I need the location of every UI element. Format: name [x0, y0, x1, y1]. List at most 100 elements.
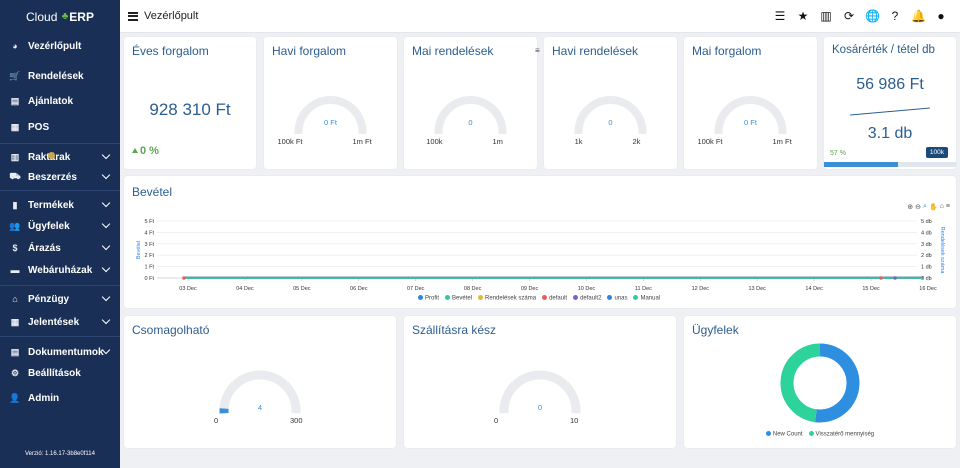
sidebar-item-rendelések[interactable]: 🛒 Rendelések [0, 65, 120, 87]
monthly-gauge-value: 0 Ft [324, 118, 337, 127]
zoom-out-icon[interactable]: ⊖ [915, 204, 922, 211]
y-tick-label: 3 Ft [145, 242, 155, 248]
legend-item[interactable]: Visszatérő mennyiség [808, 431, 875, 438]
users-icon: 👥 [9, 220, 21, 231]
tasks-icon[interactable]: ☰ [774, 9, 786, 23]
y2-tick-label: 3 db [921, 242, 932, 248]
gauge-min-label: 0 [214, 416, 219, 425]
legend-item[interactable]: Profit [418, 295, 439, 302]
sidebar-item-dokumentumok[interactable]: ▤ Dokumentumok [0, 341, 120, 363]
chevron-down-icon[interactable] [101, 263, 111, 273]
x-tick-label: 13 Dec [749, 286, 767, 292]
gauge-track [574, 96, 647, 135]
chevron-down-icon[interactable] [101, 219, 111, 229]
warehouse-icon: ▥ [10, 151, 20, 162]
x-tick-label: 11 Dec [635, 286, 652, 292]
daily-revenue-gauge [714, 96, 787, 135]
zoom-in-icon[interactable]: ⊕ [907, 204, 914, 211]
user-icon[interactable]: ● [937, 9, 945, 23]
monthly-orders-gauge [574, 96, 647, 135]
x-tick-label: 03 Dec [179, 286, 197, 292]
y-tick-label: 0 Ft [145, 276, 155, 282]
annual-revenue-title: Éves forgalom [132, 44, 209, 58]
gauge-max-label: 1m Ft [352, 137, 372, 146]
hamburger-menu-icon[interactable] [128, 11, 138, 21]
home-icon[interactable]: ⌂ [939, 203, 944, 210]
sidebar-item-webáruházak[interactable]: ▬ Webáruházak [0, 259, 120, 281]
revenue-chart-card: Bevétel ⊕ ⊖ ⌕ ✋ ⌂ ≡ 0 Ft 0 db 1 Ft 1 db 2 Ft… [124, 176, 956, 308]
sidebar-item-vezérlőpult[interactable]: ◕ Vezérlőpult [0, 35, 120, 57]
sidebar-item-ajánlatok[interactable]: ▤ Ajánlatok [0, 90, 120, 112]
gauge-max-label: 2k [632, 137, 641, 146]
donut-slice-1[interactable] [780, 343, 821, 423]
chevron-down-icon[interactable] [101, 241, 111, 251]
bell-icon[interactable]: 🔔 [911, 9, 926, 23]
table-icon: ▦ [10, 316, 20, 327]
building-icon[interactable]: ▥ [820, 9, 832, 23]
gauge-min-label: 100k [426, 137, 443, 146]
legend-item[interactable]: default2 [573, 295, 601, 302]
chevron-down-icon[interactable] [101, 292, 111, 302]
sidebar-item-jelentések[interactable]: ▦ Jelentések [0, 311, 120, 333]
x-tick-label: 16 Dec [919, 286, 937, 292]
legend-dot-icon [418, 295, 423, 300]
leaf-icon: ♣ [61, 11, 69, 22]
legend-label: Visszatérő mennyiség [815, 431, 875, 438]
legend-item[interactable]: New Count [765, 431, 803, 438]
sidebar-item-admin[interactable]: 👤 Admin [0, 387, 120, 409]
sidebar-divider [0, 285, 120, 286]
brand-logo[interactable]: Cloud ♣ ERP [26, 9, 94, 24]
legend-label: Manual [640, 295, 661, 302]
legend-item[interactable]: Rendelések száma [478, 295, 536, 302]
legend-label: Rendelések száma [485, 295, 537, 302]
basket-title: Kosárérték / tétel db [832, 44, 935, 56]
star-icon[interactable]: ★ [797, 9, 809, 23]
sidebar-item-termékek[interactable]: ▮ Termékek [0, 194, 120, 216]
sidebar-item-label: Árazás [28, 242, 61, 254]
help-icon[interactable]: ? [891, 9, 899, 23]
legend-dot-icon [445, 295, 451, 300]
page-title: Vezérlőpult [144, 10, 199, 22]
legend-label: default2 [580, 295, 602, 302]
sidebar-item-pénzügy[interactable]: ⌂ Pénzügy [0, 288, 120, 310]
gauge-min-label: 100k Ft [697, 137, 723, 146]
sidebar-item-beállítások[interactable]: ⚙ Beállítások [0, 362, 120, 384]
pan-icon[interactable]: ✋ [928, 204, 938, 211]
monthly-gauge [294, 96, 367, 135]
sidebar-item-pos[interactable]: ▦ POS [0, 116, 120, 138]
chevron-down-icon[interactable] [101, 150, 111, 160]
sync-icon[interactable]: ⟳ [843, 9, 855, 23]
revenue-line-chart[interactable]: 0 Ft 0 db 1 Ft 1 db 2 Ft 2 db 3 Ft 3 db 4 Ft 4 db… [124, 176, 956, 308]
y2-axis-label: Rendelések száma [939, 227, 945, 275]
x-tick-label: 04 Dec [236, 286, 254, 292]
chevron-down-icon[interactable] [101, 170, 111, 180]
legend-item[interactable]: default [542, 295, 567, 302]
basket-divider [850, 107, 930, 116]
sidebar-item-árazás[interactable]: $ Árazás [0, 237, 120, 259]
legend-dot-icon [478, 295, 484, 300]
sidebar-item-raktárak[interactable]: ▥Raktárak [0, 146, 120, 168]
annual-revenue-value: 928 310 Ft [149, 100, 231, 119]
donut-slice-0[interactable] [815, 343, 860, 423]
daily-orders-gauge [434, 96, 507, 135]
search-icon[interactable]: ⌕ [923, 203, 927, 210]
legend-item[interactable]: unas [607, 295, 627, 302]
legend-item[interactable]: Manual [633, 295, 660, 302]
monthly-orders-gauge-value: 0 [608, 118, 613, 127]
menu-icon[interactable]: ≡ [945, 203, 950, 210]
sidebar-item-beszerzés[interactable]: ⛟ Beszerzés [0, 166, 120, 188]
gauge-track [219, 370, 301, 414]
legend-dot-icon [542, 295, 548, 300]
chevron-down-icon[interactable] [101, 315, 111, 325]
basket-progress-label: 57 % [830, 150, 846, 157]
x-tick-label: 05 Dec [293, 286, 311, 292]
globe-icon[interactable]: 🌐 [865, 9, 880, 23]
gauge-min-label: 100k Ft [277, 137, 303, 146]
chevron-down-icon[interactable] [101, 198, 111, 208]
ready-gauge [499, 370, 581, 414]
filter-icon[interactable]: ≡ [535, 46, 540, 55]
legend-item[interactable]: Bevétel [445, 295, 472, 302]
customers-donut-chart[interactable] [684, 316, 956, 448]
basket-card: Kosárérték / tétel db 56 986 Ft 3.1 db 5… [824, 37, 956, 169]
sidebar-item-ügyfelek[interactable]: 👥 Ügyfelek [0, 215, 120, 237]
